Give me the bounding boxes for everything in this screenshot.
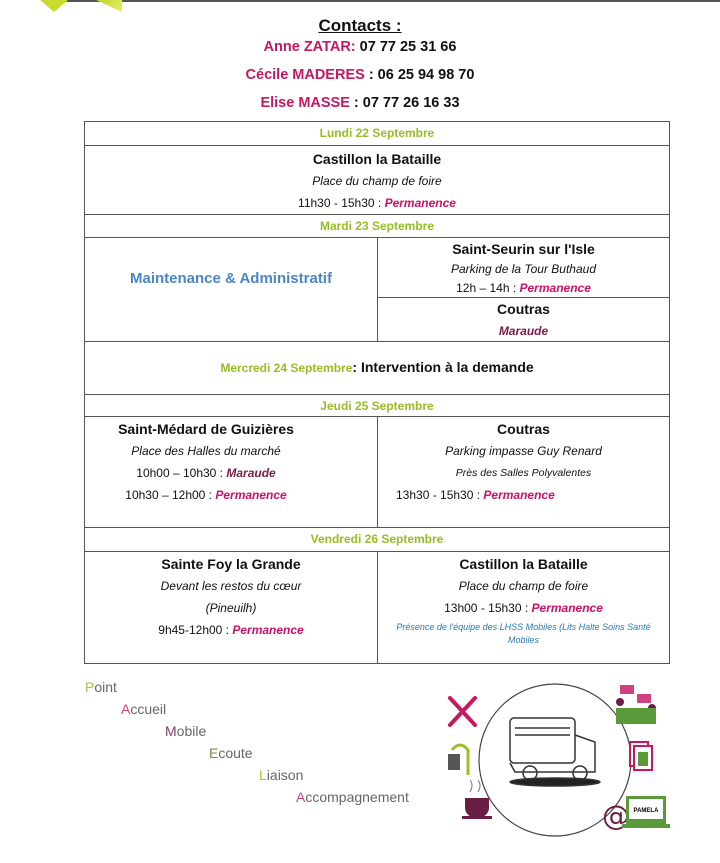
contact-line: Elise MASSE : 07 77 26 16 33 (0, 95, 720, 111)
time-line: 10h00 – 10h30 : Maraude (136, 466, 276, 480)
logo-leaf (96, 0, 122, 12)
place-name: Saint-Médard de Guizières (118, 421, 294, 437)
lhss-note: Présence de l'équipe des LHSS Mobiles (L… (396, 622, 651, 645)
day-header-mardi: Mardi 23 Septembre (84, 214, 670, 238)
slot-mercredi: Mercredi 24 Septembre: Intervention à la… (84, 341, 670, 395)
activity: Permanence (215, 488, 287, 502)
place-name: Sainte Foy la Grande (161, 556, 301, 572)
time-line: 12h – 14h : Permanence (456, 281, 591, 295)
activity: Permanence (384, 196, 456, 210)
acronym-line: Accueil (121, 701, 167, 717)
shower-icon (448, 743, 470, 775)
day-header-vendredi: Vendredi 26 Septembre (84, 527, 670, 552)
activity: Permanence (519, 281, 591, 295)
mercredi-text: : Intervention à la demande (352, 359, 534, 375)
camper-van-icon (509, 717, 601, 787)
acronym-line: Liaison (259, 767, 304, 783)
time-line: 9h45-12h00 : Permanence (158, 623, 304, 637)
activity: Permanence (483, 488, 555, 502)
place-name: Coutras (497, 421, 550, 437)
acronym-line: Mobile (165, 723, 207, 739)
laptop-label: PAMELA (634, 808, 660, 814)
contact-phone: : 07 77 26 16 33 (349, 95, 460, 111)
activity: Maraude (226, 466, 276, 480)
location: Parking impasse Guy Renard (445, 444, 602, 458)
place-name: Coutras (497, 301, 550, 317)
acronym-line: Accompagnement (296, 789, 409, 805)
documents-icon (629, 741, 653, 771)
contact-phone: 07 77 25 31 66 (355, 39, 457, 55)
day-header-jeudi: Jeudi 25 Septembre (84, 394, 670, 417)
top-rule (60, 0, 720, 2)
meeting-icon (616, 685, 656, 724)
contact-name: Anne ZATAR: (263, 39, 356, 55)
activity: Maraude (498, 324, 549, 338)
location: Place du champ de foire (312, 174, 442, 188)
slot-vendredi-1: Sainte Foy la Grande Devant les restos d… (84, 551, 378, 664)
acronym-line: Point (85, 679, 117, 695)
activity: Permanence (232, 623, 304, 637)
slot-mardi-2: Coutras Maraude (377, 297, 670, 342)
location: Parking de la Tour Buthaud (451, 262, 596, 276)
contacts-title: Contacts : (318, 16, 402, 35)
contact-name: Elise MASSE (260, 95, 350, 111)
acronym-line: Ecoute (209, 745, 253, 761)
day-header-mercredi: Mercredi 24 Septembre (220, 361, 353, 375)
slot-vendredi-2: Castillon la Bataille Place du champ de … (377, 551, 670, 664)
place-name: Castillon la Bataille (459, 556, 588, 572)
logo-leaf (40, 0, 68, 12)
contact-phone: : 06 25 94 98 70 (364, 67, 475, 83)
time-line: 13h00 - 15h30 : Permanence (444, 601, 603, 615)
laptop-icon: PAMELA (622, 796, 670, 828)
time-line: 13h30 - 15h30 : Permanence (396, 488, 555, 502)
slot-lundi: Castillon la Bataille Place du champ de … (84, 145, 670, 215)
service-illustration: @ PAMELA (448, 683, 670, 837)
place-name: Saint-Seurin sur l'Isle (452, 241, 595, 257)
cutlery-icon (448, 696, 477, 727)
slot-jeudi-1: Saint-Médard de Guizières Place des Hall… (84, 416, 378, 528)
location-detail: Près des Salles Polyvalentes (455, 467, 592, 479)
slot-mardi-1: Saint-Seurin sur l'Isle Parking de la To… (377, 237, 670, 298)
contact-line: Anne ZATAR: 07 77 25 31 66 (0, 39, 720, 55)
slot-jeudi-2: Coutras Parking impasse Guy Renard Près … (377, 416, 670, 528)
location: Devant les restos du cœur (160, 579, 302, 593)
maintenance-cell: Maintenance & Administratif (84, 237, 378, 342)
activity: Permanence (531, 601, 603, 615)
location: Place des Halles du marché (131, 444, 281, 458)
contact-name: Cécile MADERES (245, 67, 365, 83)
place-name: Castillon la Bataille (312, 151, 442, 167)
day-header-lundi: Lundi 22 Septembre (84, 121, 670, 146)
coffee-cup-icon (462, 779, 492, 819)
contact-line: Cécile MADERES : 06 25 94 98 70 (0, 67, 720, 83)
time-line: 11h30 - 15h30 : Permanence (298, 196, 456, 210)
location: Place du champ de foire (458, 579, 589, 593)
location-detail: (Pineuilh) (205, 601, 257, 615)
time-line: 10h30 – 12h00 : Permanence (125, 488, 287, 502)
